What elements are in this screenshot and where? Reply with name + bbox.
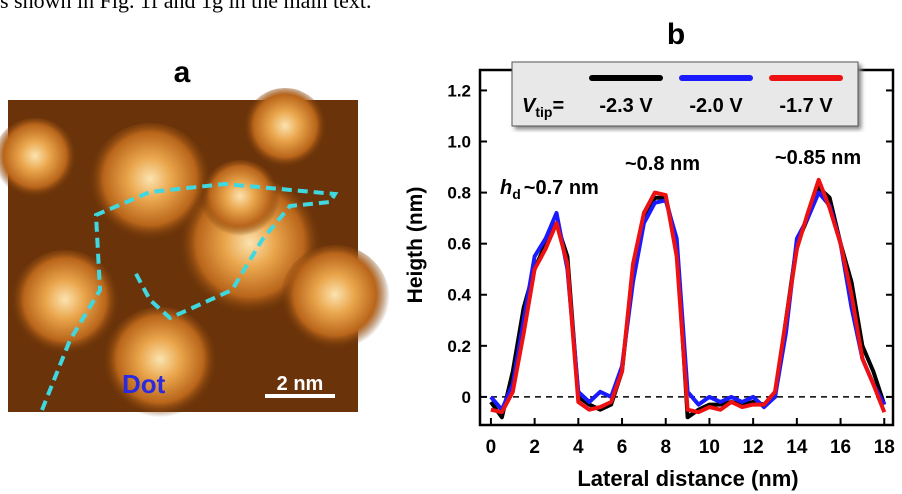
annotation: hd ~0.7 nm <box>500 177 599 202</box>
y-tick-label: 0.4 <box>447 286 471 305</box>
panel-label: a <box>174 56 191 89</box>
y-tick-label: 0.6 <box>447 235 471 254</box>
y-tick-label: 0.8 <box>447 184 471 203</box>
y-axis-label: Heigth (nm) <box>404 187 427 304</box>
legend-box <box>511 61 859 127</box>
x-tick-label: 0 <box>486 437 497 458</box>
y-tick-label: 1.0 <box>447 133 471 152</box>
annotation-text: ~0.7 nm <box>524 177 599 199</box>
caption-fragment: s shown in Fig. 1f and 1g in the main te… <box>0 0 372 13</box>
dot-label: Dot <box>122 369 166 399</box>
y-tick-label: 1.2 <box>447 81 471 100</box>
x-tick-label: 10 <box>699 437 720 458</box>
stm-image <box>0 88 390 423</box>
y-tick-label: 0 <box>462 388 471 407</box>
annotation: ~0.8 nm <box>625 153 700 175</box>
x-tick-label: 12 <box>743 437 764 458</box>
annotation-text: ~0.85 nm <box>775 147 861 169</box>
line-chart: b Heigth (nm) Lateral distance (nm) 0 0.2 0.4… <box>404 18 895 491</box>
legend-label: -2.3 V <box>599 95 653 117</box>
x-axis-label: Lateral distance (nm) <box>577 466 798 491</box>
annotation-text: ~0.8 nm <box>625 153 700 175</box>
x-tick-label: 8 <box>660 437 671 458</box>
legend-label: -1.7 V <box>779 95 833 117</box>
legend-prefix: Vtip= <box>522 95 564 120</box>
data-line <box>490 177 887 415</box>
legend-prefix-main: V <box>522 95 537 117</box>
data-line <box>489 190 887 412</box>
annotation-symbol: h <box>500 177 512 199</box>
scale-bar-label: 2 nm <box>277 373 324 395</box>
annotation-subscript: d <box>512 186 521 202</box>
x-tick-label: 2 <box>529 437 540 458</box>
y-tick-label: 0.2 <box>447 337 471 356</box>
legend-prefix-sub: tip <box>535 104 552 120</box>
x-tick-label: 4 <box>573 437 584 458</box>
legend-prefix-eq: = <box>552 95 564 117</box>
x-tick-label: 14 <box>786 437 808 458</box>
x-tick-label: 18 <box>874 437 895 458</box>
legend-label: -2.0 V <box>689 95 743 117</box>
panel-label: b <box>667 18 685 51</box>
x-tick-label: 16 <box>830 437 851 458</box>
annotation: ~0.85 nm <box>775 147 861 169</box>
x-tick-label: 6 <box>617 437 628 458</box>
